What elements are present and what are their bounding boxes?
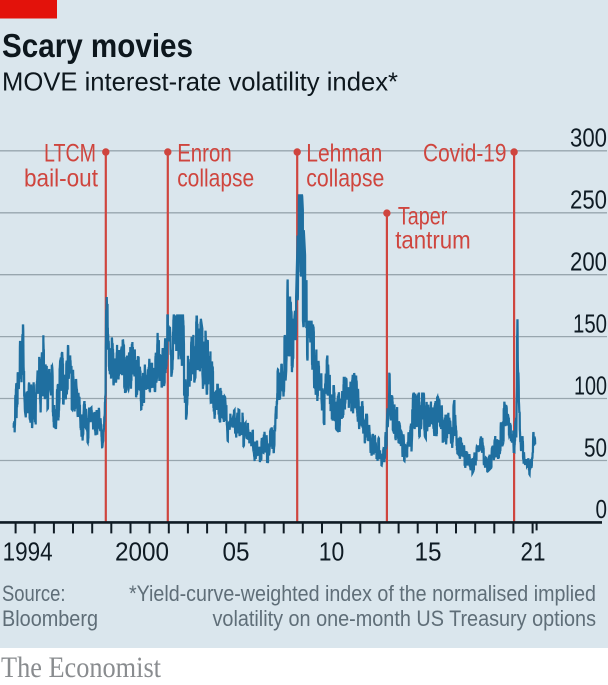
svg-text:Taper: Taper [398,203,448,231]
svg-text:21: 21 [521,537,546,567]
svg-text:The Economist: The Economist [1,651,162,684]
svg-text:Bloomberg: Bloomberg [2,606,98,631]
svg-text:10: 10 [319,537,345,567]
svg-text:200: 200 [570,247,607,277]
svg-text:150: 150 [573,308,607,338]
svg-text:Lehman: Lehman [306,140,382,168]
svg-text:05: 05 [223,537,250,567]
svg-text:0: 0 [596,494,608,524]
svg-text:*Yield-curve-weighted index of: *Yield-curve-weighted index of the norma… [129,581,596,606]
svg-text:Covid-19: Covid-19 [423,140,507,168]
svg-text:Scary movies: Scary movies [2,27,193,64]
svg-text:volatility on one-month US Tre: volatility on one-month US Treasury opti… [213,606,597,631]
svg-text:tantrum: tantrum [395,226,471,254]
svg-text:collapse: collapse [306,165,384,193]
svg-text:1994: 1994 [3,537,53,567]
svg-text:MOVE interest-rate volatility: MOVE interest-rate volatility index* [2,67,398,97]
svg-text:100: 100 [574,370,607,400]
svg-text:Source:: Source: [2,581,66,606]
svg-text:bail-out: bail-out [24,165,98,193]
svg-text:50: 50 [584,432,607,462]
svg-text:250: 250 [570,185,607,215]
svg-text:Enron: Enron [177,140,232,168]
svg-text:collapse: collapse [177,165,254,193]
svg-text:2000: 2000 [115,537,169,567]
svg-text:300: 300 [570,123,607,153]
svg-text:15: 15 [415,537,442,567]
svg-text:LTCM: LTCM [44,140,96,168]
